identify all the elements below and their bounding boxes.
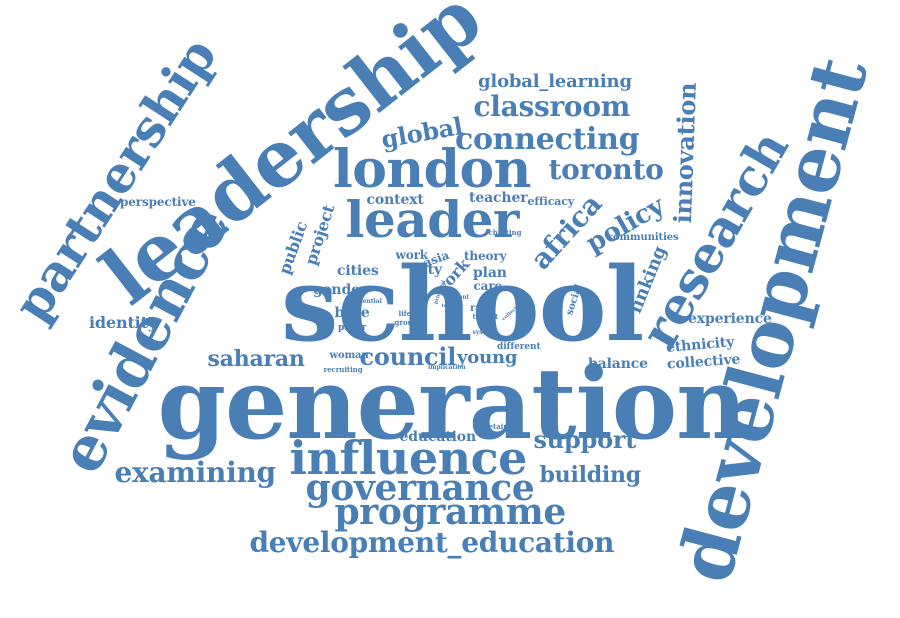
cloud-word: potential: [352, 298, 382, 305]
cloud-word: system: [472, 329, 496, 336]
cloud-word: base: [334, 305, 370, 321]
cloud-word: influence: [289, 431, 528, 485]
cloud-word: group: [394, 317, 418, 327]
cloud-word: young: [457, 347, 518, 368]
cloud-word: education: [399, 429, 477, 445]
cloud-word: balance: [588, 356, 648, 372]
cloud-word: teacher: [469, 190, 528, 206]
cloud-word: paper: [338, 322, 367, 333]
cloud-word: woman: [329, 350, 369, 361]
cloud-word: classroom: [473, 90, 631, 123]
cloud-word: innovation: [667, 82, 702, 224]
cloud-word: work: [395, 248, 429, 262]
cloud-word: race: [470, 303, 494, 314]
cloud-word: london: [333, 139, 532, 200]
cloud-word: gender: [313, 282, 368, 298]
cloud-word: toolkit: [472, 311, 499, 321]
cloud-word: theory: [464, 249, 507, 263]
cloud-word: perspective: [120, 195, 196, 209]
cloud-word: support: [533, 425, 637, 454]
cloud-word: life: [398, 308, 412, 318]
cloud-word: building: [539, 462, 642, 488]
cloud-word: identity: [89, 313, 157, 332]
cloud-word: different: [497, 341, 541, 352]
cloud-word: city: [414, 262, 442, 278]
cloud-word: programme: [334, 491, 567, 533]
cloud-word: teacher: [441, 302, 463, 309]
cloud-word: saharan: [207, 346, 305, 372]
cloud-word: council: [359, 342, 457, 371]
cloud-word: cities: [337, 263, 379, 279]
cloud-word: leader: [345, 190, 520, 249]
cloud-word: generation: [157, 347, 748, 462]
cloud-word: experience: [688, 311, 772, 327]
cloud-word: examining: [114, 456, 277, 489]
cloud-word: context: [366, 192, 424, 208]
cloud-word: toronto: [548, 153, 664, 186]
cloud-word: retaining: [485, 421, 521, 431]
cloud-word: plan: [473, 265, 507, 281]
cloud-word: governance: [305, 467, 535, 509]
cloud-word: care: [473, 279, 503, 293]
cloud-word: agent: [450, 294, 470, 301]
cloud-word: charting: [488, 227, 522, 237]
cloud-word: efficacy: [527, 194, 575, 208]
cloud-word: global_learning: [478, 71, 632, 92]
cloud-word: connecting: [455, 122, 640, 157]
cloud-word: development_education: [249, 526, 615, 559]
cloud-word: implication: [428, 364, 466, 371]
cloud-word: school: [281, 245, 644, 365]
cloud-word: communities: [607, 232, 679, 243]
cloud-word: recruiting: [323, 364, 363, 374]
